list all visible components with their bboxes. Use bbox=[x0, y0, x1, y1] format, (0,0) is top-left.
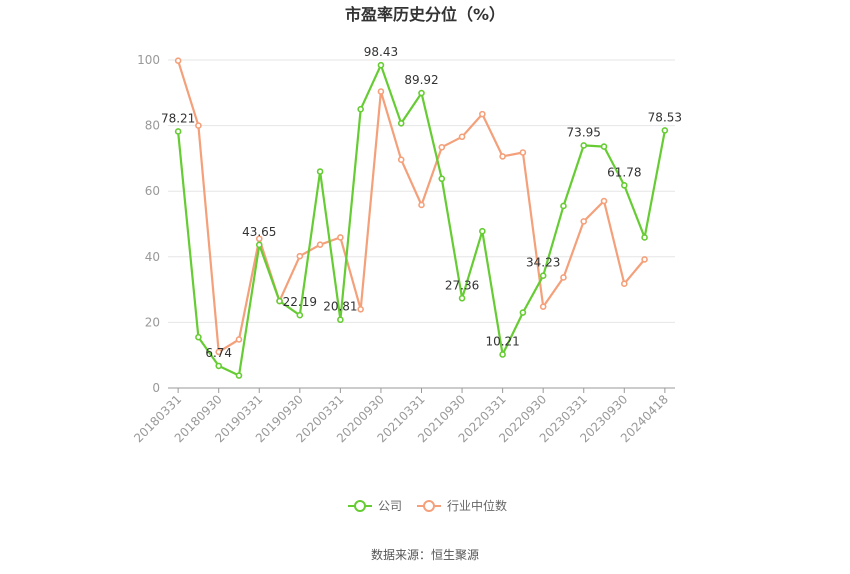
data-point bbox=[195, 333, 202, 341]
data-point bbox=[519, 309, 527, 316]
data-point bbox=[560, 274, 567, 281]
data-point bbox=[397, 156, 405, 164]
data-point bbox=[357, 305, 364, 313]
source-note: 数据来源：恒生聚源 bbox=[371, 547, 479, 562]
data-point bbox=[316, 168, 324, 175]
y-tick-label: 0 bbox=[152, 381, 160, 395]
data-point bbox=[296, 311, 304, 319]
data-point bbox=[418, 201, 425, 209]
y-axis: 0 20 40 60 80 100 bbox=[137, 53, 160, 395]
data-point bbox=[458, 294, 466, 302]
data-label: 61.78 bbox=[607, 165, 641, 179]
series-line-1 bbox=[177, 60, 646, 353]
data-point bbox=[235, 372, 243, 379]
data-label: 27.36 bbox=[445, 278, 479, 292]
data-point bbox=[479, 110, 486, 118]
data-point bbox=[600, 197, 608, 205]
data-point bbox=[174, 128, 182, 135]
legend[interactable]: 公司 行业中位数 bbox=[348, 498, 507, 513]
data-label: 89.92 bbox=[404, 73, 438, 87]
data-point bbox=[195, 122, 202, 129]
data-label: 43.65 bbox=[242, 225, 276, 239]
data-point bbox=[519, 149, 527, 156]
legend-item-label: 公司 bbox=[378, 499, 402, 513]
data-label: 73.95 bbox=[567, 125, 601, 139]
legend-item-label: 行业中位数 bbox=[447, 498, 507, 513]
data-point bbox=[377, 88, 385, 95]
data-label: 6.74 bbox=[205, 346, 232, 360]
data-point bbox=[641, 234, 648, 241]
data-point bbox=[620, 280, 628, 287]
data-point bbox=[560, 202, 567, 210]
data-point bbox=[458, 133, 466, 141]
data-point bbox=[276, 297, 283, 305]
data-point bbox=[539, 303, 547, 310]
data-point bbox=[316, 241, 324, 248]
data-point bbox=[357, 105, 364, 113]
data-point bbox=[499, 153, 506, 160]
data-labels: 78.21 6.74 43.65 22.19 20.81 98.43 89.92 27.36 1… bbox=[161, 45, 682, 360]
data-point bbox=[377, 61, 385, 69]
y-tick-label: 60 bbox=[145, 184, 160, 198]
grid bbox=[168, 59, 675, 323]
data-point bbox=[438, 175, 446, 183]
data-point bbox=[174, 57, 182, 64]
data-point bbox=[215, 348, 222, 356]
data-point bbox=[580, 142, 588, 149]
data-point bbox=[600, 143, 608, 150]
legend-swatch-marker bbox=[354, 500, 366, 512]
data-label: 10.21 bbox=[485, 335, 519, 349]
y-tick-label: 80 bbox=[145, 119, 160, 133]
data-label: 78.21 bbox=[161, 111, 195, 125]
data-label: 34.23 bbox=[526, 256, 560, 270]
data-point bbox=[641, 256, 648, 263]
chart-title: 市盈率历史分位（%） bbox=[345, 5, 505, 24]
data-point bbox=[215, 362, 222, 370]
data-point bbox=[661, 127, 669, 134]
data-point bbox=[255, 241, 263, 249]
data-point bbox=[499, 351, 506, 358]
data-label: 20.81 bbox=[323, 300, 357, 314]
series-layer bbox=[174, 57, 669, 379]
data-point bbox=[235, 336, 243, 343]
data-point bbox=[580, 218, 588, 225]
y-tick-label: 100 bbox=[137, 53, 160, 67]
data-point bbox=[337, 316, 344, 324]
data-point bbox=[438, 143, 446, 151]
data-point bbox=[539, 272, 547, 280]
y-tick-label: 20 bbox=[145, 315, 160, 329]
data-point bbox=[620, 182, 628, 189]
y-tick-label: 40 bbox=[145, 250, 160, 264]
data-label: 78.53 bbox=[648, 110, 682, 124]
x-axis: 2018033120180930201903312019093020200331… bbox=[131, 387, 675, 445]
data-point bbox=[397, 120, 405, 127]
data-point bbox=[418, 89, 425, 97]
series-line-0 bbox=[177, 63, 666, 377]
data-label: 22.19 bbox=[283, 295, 317, 309]
data-point bbox=[337, 234, 344, 241]
data-point bbox=[255, 235, 263, 243]
data-point bbox=[479, 227, 486, 235]
data-point bbox=[296, 252, 304, 260]
data-label: 98.43 bbox=[364, 45, 398, 59]
legend-swatch-marker bbox=[423, 500, 435, 512]
